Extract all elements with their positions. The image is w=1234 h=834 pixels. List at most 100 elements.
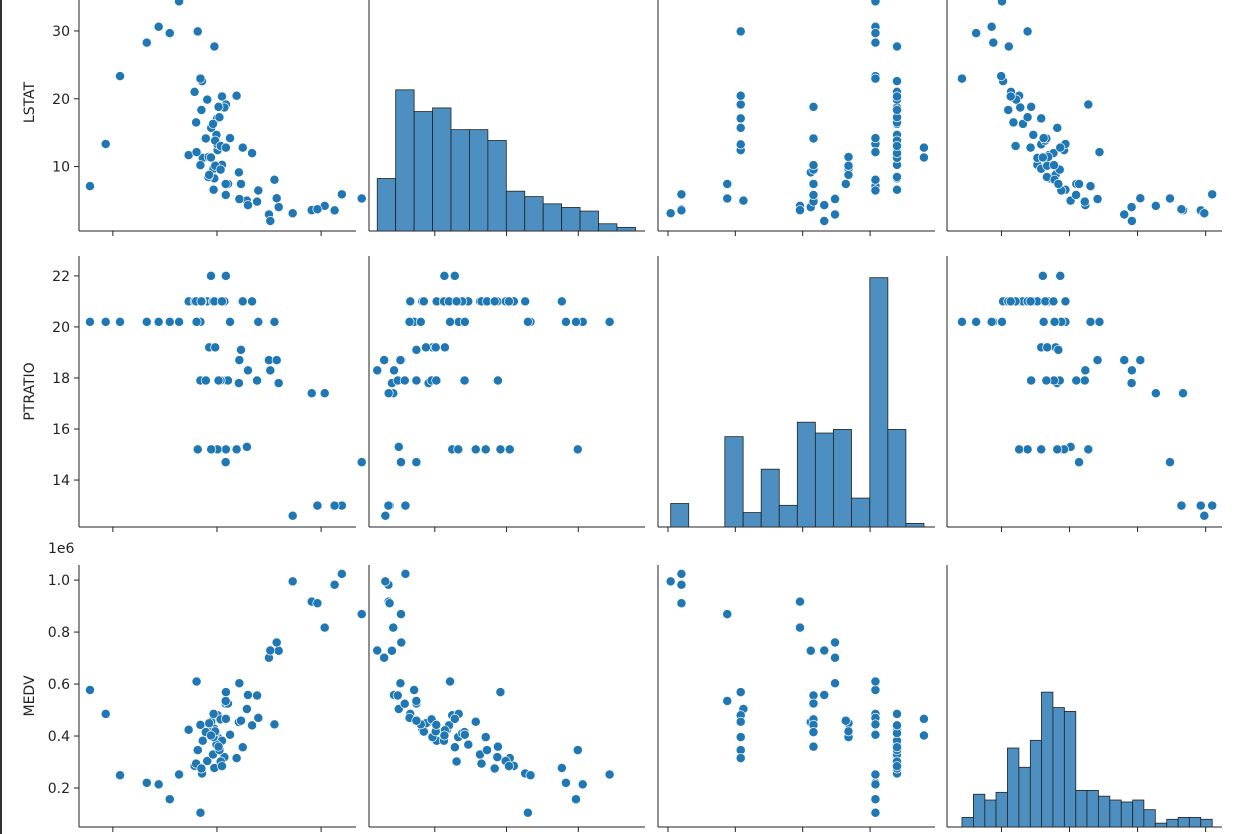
scatter-point bbox=[504, 444, 515, 455]
scatter-point bbox=[234, 355, 245, 366]
hist-bar bbox=[450, 129, 470, 232]
hist-bar bbox=[469, 129, 489, 232]
scatter-point bbox=[191, 676, 202, 687]
scatter-point bbox=[1074, 179, 1085, 189]
scatter-point bbox=[319, 622, 330, 633]
scatter-point bbox=[233, 378, 244, 389]
scatter-point bbox=[459, 375, 470, 386]
scatter-point bbox=[395, 678, 406, 689]
scatter-point bbox=[265, 365, 276, 376]
y-tick-label: 0.2 bbox=[48, 781, 70, 797]
scatter-point bbox=[1092, 194, 1103, 205]
hist-bar bbox=[1063, 711, 1077, 828]
scatter-point bbox=[830, 652, 840, 663]
scatter-point bbox=[399, 375, 410, 386]
scatter-point bbox=[200, 375, 211, 386]
scatter-point bbox=[1022, 26, 1033, 37]
scatter-point bbox=[220, 444, 231, 455]
scatter-point bbox=[735, 90, 746, 101]
scatter-point bbox=[202, 94, 213, 105]
hist-bar bbox=[1200, 818, 1213, 828]
hist-bar bbox=[432, 107, 452, 232]
hist-bar bbox=[833, 429, 852, 528]
scatter-point bbox=[329, 579, 340, 590]
hist-bar bbox=[413, 111, 433, 232]
scatter-point bbox=[870, 794, 881, 805]
scatter-point bbox=[192, 745, 203, 756]
scatter-point bbox=[197, 735, 208, 746]
scatter-point bbox=[843, 160, 854, 171]
scatter-point bbox=[1008, 117, 1019, 128]
scatter-point bbox=[830, 194, 840, 205]
scatter-point bbox=[1028, 129, 1039, 140]
scatter-point bbox=[957, 73, 967, 84]
scatter-point bbox=[253, 185, 264, 196]
scatter-point bbox=[919, 142, 929, 153]
scatter-point bbox=[1038, 133, 1049, 144]
scatter-point bbox=[231, 90, 242, 101]
scatter-point bbox=[1049, 316, 1060, 327]
panel bbox=[368, 565, 645, 832]
scatter-point bbox=[1119, 209, 1130, 220]
scatter-point bbox=[153, 21, 164, 32]
scatter-point bbox=[1036, 113, 1047, 124]
scatter-point bbox=[372, 645, 383, 656]
scatter-point bbox=[200, 133, 211, 144]
hist-bar bbox=[1097, 795, 1111, 828]
hist-bar bbox=[760, 468, 780, 528]
hist-bar bbox=[1109, 799, 1122, 828]
scatter-point bbox=[1014, 444, 1025, 455]
scatter-point bbox=[253, 316, 264, 327]
scatter-point bbox=[996, 71, 1007, 82]
scatter-point bbox=[336, 568, 347, 579]
scatter-point bbox=[449, 713, 460, 724]
scatter-point bbox=[383, 500, 394, 511]
scatter-point bbox=[392, 690, 403, 701]
scatter-point bbox=[208, 118, 218, 129]
scatter-point bbox=[243, 365, 253, 376]
hist-bar bbox=[395, 89, 415, 232]
scatter-point bbox=[445, 676, 456, 687]
scatter-point bbox=[892, 708, 902, 719]
scatter-point bbox=[892, 141, 902, 151]
scatter-point bbox=[819, 690, 830, 700]
scatter-point bbox=[735, 716, 746, 727]
scatter-point bbox=[1199, 510, 1210, 521]
scatter-point bbox=[241, 704, 252, 714]
scatter-point bbox=[571, 316, 581, 327]
scatter-point bbox=[356, 193, 367, 204]
scatter-point bbox=[735, 753, 746, 764]
scatter-point bbox=[449, 270, 460, 281]
scatter-point bbox=[252, 375, 263, 386]
scatter-point bbox=[356, 457, 367, 468]
y-tick-label: 20 bbox=[52, 320, 70, 336]
scatter-point bbox=[220, 687, 231, 698]
scatter-point bbox=[489, 296, 500, 307]
scatter-point bbox=[237, 142, 248, 153]
scatter-point bbox=[1003, 105, 1014, 115]
scatter-point bbox=[85, 181, 95, 192]
scatter-point bbox=[1178, 388, 1189, 399]
scatter-point bbox=[795, 596, 805, 607]
scatter-point bbox=[1135, 193, 1146, 204]
scatter-point bbox=[451, 296, 462, 307]
scatter-point bbox=[504, 296, 514, 307]
y-axis-label: MEDV bbox=[22, 675, 38, 716]
scatter-point bbox=[830, 209, 840, 220]
scatter-point bbox=[870, 779, 881, 790]
scatter-point bbox=[439, 342, 450, 353]
scatter-point bbox=[1052, 444, 1063, 455]
scatter-point bbox=[870, 73, 881, 84]
scatter-point bbox=[210, 342, 221, 353]
scatter-point bbox=[1025, 142, 1036, 153]
scatter-point bbox=[387, 645, 397, 656]
scatter-point bbox=[604, 769, 615, 780]
scatter-point bbox=[213, 741, 224, 752]
panel bbox=[657, 565, 935, 832]
scatter-point bbox=[1026, 101, 1037, 112]
y-tick-label: 16 bbox=[52, 422, 70, 438]
scatter-point bbox=[997, 0, 1007, 7]
scatter-point bbox=[870, 719, 881, 730]
scatter-point bbox=[808, 160, 819, 171]
scatter-point bbox=[1055, 270, 1066, 281]
